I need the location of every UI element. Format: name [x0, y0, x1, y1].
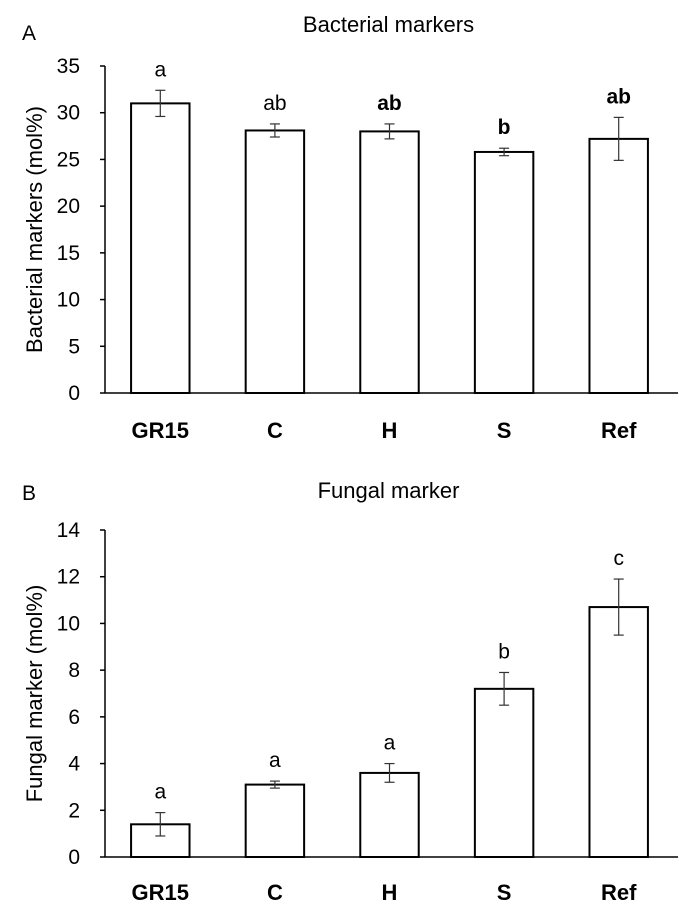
significance-label: ab: [606, 85, 631, 108]
significance-label: a: [384, 732, 396, 755]
y-tick-label: 12: [57, 566, 80, 589]
y-tick-label: 0: [68, 382, 80, 405]
x-tick-label: C: [267, 418, 283, 443]
x-tick-label: GR15: [132, 880, 189, 905]
x-tick-label: C: [267, 880, 283, 905]
x-tick-label: H: [382, 418, 398, 443]
panel-letter: B: [22, 482, 36, 505]
y-tick-label: 20: [57, 195, 80, 218]
y-tick-label: 6: [68, 706, 80, 729]
significance-label: a: [269, 749, 281, 772]
y-tick-label: 14: [57, 519, 81, 542]
y-tick-label: 5: [68, 335, 80, 358]
significance-label: a: [154, 58, 166, 81]
y-tick-label: 10: [57, 612, 80, 635]
y-tick-label: 0: [68, 846, 80, 869]
chart-title: Fungal marker: [318, 478, 460, 503]
y-tick-label: 10: [57, 289, 80, 312]
x-tick-label: Ref: [601, 880, 637, 905]
y-axis-title: Bacterial markers (mol%): [22, 106, 47, 353]
x-tick-label: GR15: [132, 418, 189, 443]
y-tick-label: 15: [57, 242, 80, 265]
significance-label: ab: [263, 92, 286, 115]
bar-C: [244, 783, 306, 858]
y-tick-label: 25: [57, 148, 80, 171]
bar-C: [244, 129, 306, 394]
chart-panel-B: B Fungal marker Fungal marker (mol%) 0 2 4 6 8 1…: [22, 478, 678, 905]
bar-H: [359, 130, 420, 394]
panel-letter: A: [22, 22, 36, 45]
bar-Ref: [588, 137, 649, 394]
x-tick-label: S: [497, 418, 512, 443]
significance-label: ab: [377, 92, 402, 115]
y-axis-title: Fungal marker (mol%): [22, 585, 47, 803]
x-tick-label: H: [382, 880, 398, 905]
bar-GR15: [130, 102, 191, 394]
significance-label: c: [613, 547, 624, 570]
bar-Ref: [588, 606, 649, 858]
chart-panel-A: A Bacterial markers Bacterial markers (mol…: [22, 12, 678, 443]
y-tick-label: 4: [68, 753, 80, 776]
y-tick-label: 2: [68, 799, 80, 822]
x-tick-label: S: [497, 880, 512, 905]
bar-H: [359, 771, 420, 859]
bar-S: [473, 150, 535, 394]
chart-title: Bacterial markers: [303, 12, 474, 37]
bar-S: [473, 687, 535, 858]
significance-label: b: [498, 116, 511, 139]
y-tick-label: 8: [68, 659, 80, 682]
significance-label: a: [154, 781, 166, 804]
y-tick-label: 35: [57, 55, 80, 78]
y-tick-label: 30: [57, 102, 80, 125]
significance-label: b: [498, 640, 510, 663]
x-tick-label: Ref: [601, 418, 637, 443]
